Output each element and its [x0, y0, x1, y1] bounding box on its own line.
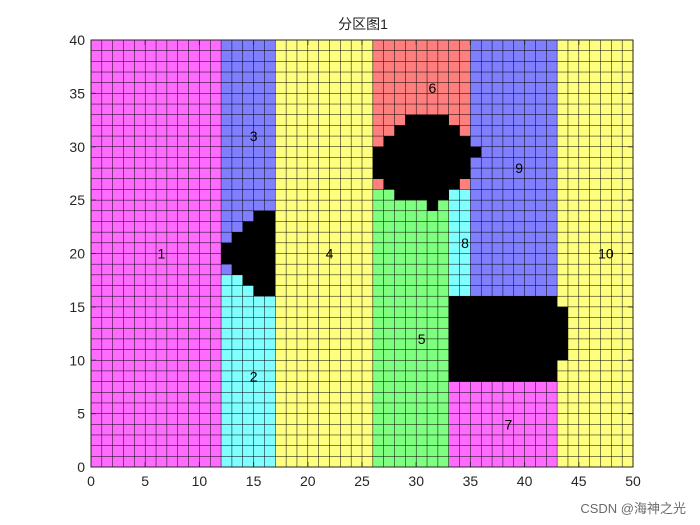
region-label-6: 6	[429, 80, 437, 96]
region-label-7: 7	[504, 416, 512, 432]
x-tick-label: 50	[625, 473, 641, 489]
region-label-1: 1	[158, 246, 166, 262]
y-tick-label: 15	[69, 299, 85, 315]
y-tick-label: 20	[69, 246, 85, 262]
x-tick-label: 15	[246, 473, 262, 489]
y-tick-label: 40	[69, 32, 85, 48]
x-tick-label: 45	[571, 473, 587, 489]
region-labels: 1 2 3 4 5 6 7 8 9 10	[158, 80, 614, 432]
region-label-10: 10	[598, 246, 614, 262]
x-tick-label: 20	[300, 473, 316, 489]
y-tick-label: 30	[69, 139, 85, 155]
chart-title: 分区图1	[338, 16, 388, 32]
region-label-5: 5	[418, 331, 426, 347]
x-tick-label: 25	[354, 473, 370, 489]
y-tick-label: 35	[69, 85, 85, 101]
region-label-2: 2	[250, 368, 258, 384]
y-tick-label: 5	[77, 406, 85, 422]
x-tick-label: 40	[517, 473, 533, 489]
grid-lines	[91, 40, 633, 467]
region-label-9: 9	[515, 160, 523, 176]
region-label-8: 8	[461, 235, 469, 251]
x-tick-label: 0	[87, 473, 95, 489]
x-tick-label: 10	[192, 473, 208, 489]
region-label-4: 4	[326, 246, 334, 262]
y-tick-label: 10	[69, 352, 85, 368]
watermark: CSDN @海神之光	[580, 501, 686, 516]
y-tick-label: 0	[77, 459, 85, 475]
x-tick-label: 30	[408, 473, 424, 489]
x-tick-label: 35	[463, 473, 479, 489]
y-tick-label: 25	[69, 192, 85, 208]
region-label-3: 3	[250, 128, 258, 144]
x-tick-label: 5	[141, 473, 149, 489]
